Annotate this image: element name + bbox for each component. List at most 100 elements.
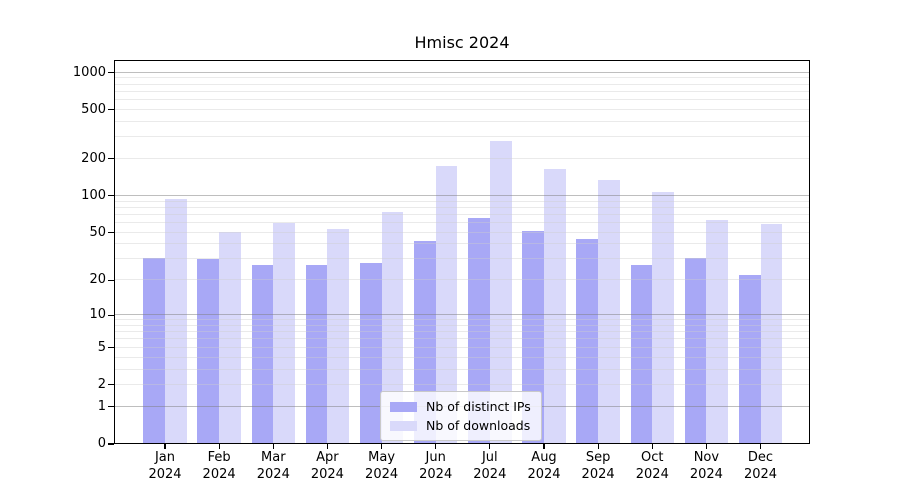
- bar-downloads-mar: [273, 223, 295, 444]
- gridline-minor: [114, 99, 810, 100]
- gridline-minor: [114, 338, 810, 340]
- x-axis-tick-mark: [597, 444, 599, 449]
- bars-layer: [114, 60, 810, 444]
- gridline-major: [114, 314, 810, 316]
- legend-label-distinct-ips: Nb of distinct IPs: [426, 399, 531, 414]
- x-axis-tick-label: Jan 2024: [133, 449, 197, 483]
- gridline-minor: [114, 368, 810, 370]
- plot-area: [114, 60, 810, 444]
- bar-distinct-ips-jan: [143, 257, 165, 444]
- x-axis-tick-mark: [759, 444, 762, 449]
- x-label-year: 2024: [689, 467, 723, 482]
- bar-downloads-feb: [219, 231, 241, 444]
- y-axis-tick-label: 500: [81, 101, 106, 117]
- bar-downloads-aug: [543, 168, 566, 444]
- gridlines-layer: [114, 60, 810, 444]
- gridline-minor: [114, 356, 810, 358]
- x-label-year: 2024: [581, 467, 615, 482]
- x-label-month: Nov: [693, 450, 720, 465]
- bar-distinct-ips-oct: [630, 264, 653, 444]
- y-axis-tick-label: 20: [89, 272, 106, 288]
- y-axis-tick-mark: [108, 314, 114, 316]
- gridline-minor: [114, 279, 810, 281]
- y-axis-tick-mark: [108, 232, 114, 234]
- x-label-year: 2024: [527, 467, 561, 482]
- bar-downloads-sep: [598, 180, 620, 444]
- bar-downloads-jul: [489, 140, 512, 444]
- gridline-minor: [114, 120, 810, 122]
- x-label-year: 2024: [256, 467, 290, 482]
- x-label-year: 2024: [473, 467, 507, 482]
- y-axis-tick-mark: [108, 195, 114, 197]
- x-label-month: Apr: [316, 450, 339, 465]
- y-axis-tick-label: 1: [97, 398, 106, 414]
- chart-title: Hmisc 2024: [414, 33, 510, 52]
- gridline-minor: [114, 383, 810, 385]
- x-label-month: May: [368, 450, 396, 465]
- y-axis-tick-label: 100: [81, 187, 106, 203]
- legend-item-distinct-ips: Nb of distinct IPs: [390, 397, 531, 416]
- bar-distinct-ips-may: [359, 263, 382, 444]
- x-label-year: 2024: [365, 467, 399, 482]
- y-axis-tick-mark: [108, 279, 114, 281]
- y-axis-tick-mark: [108, 158, 114, 160]
- gridline-minor: [114, 83, 810, 85]
- x-axis-tick-mark: [651, 444, 653, 449]
- bar-downloads-jan: [165, 199, 187, 444]
- legend-item-downloads: Nb of downloads: [390, 416, 531, 435]
- x-axis-tick-mark: [489, 444, 491, 449]
- gridline-minor: [114, 136, 810, 138]
- bar-downloads-jun: [435, 165, 458, 444]
- bar-downloads-oct: [652, 192, 674, 444]
- x-label-month: Aug: [531, 450, 557, 465]
- bar-downloads-may: [381, 211, 404, 444]
- legend-swatch-downloads: [390, 420, 417, 431]
- gridline-major: [114, 71, 810, 73]
- gridline-minor: [114, 157, 810, 159]
- gridline-minor: [114, 346, 810, 348]
- x-label-year: 2024: [310, 467, 344, 482]
- y-axis-tick-mark: [108, 72, 114, 74]
- y-axis-tick-label: 200: [81, 150, 106, 166]
- x-label-month: Feb: [207, 450, 231, 465]
- gridline-minor: [114, 206, 810, 208]
- x-axis-tick-mark: [381, 444, 383, 449]
- gridline-minor: [114, 222, 810, 223]
- y-axis-tick-mark: [108, 443, 114, 445]
- y-axis-tick-label: 50: [89, 224, 106, 240]
- bar-distinct-ips-sep: [576, 239, 599, 444]
- x-label-month: Oct: [641, 450, 664, 465]
- gridline-minor: [114, 258, 810, 260]
- y-axis-tick-label: 1000: [72, 64, 106, 80]
- x-axis-tick-label: Oct 2024: [620, 449, 684, 483]
- legend-label-downloads: Nb of downloads: [426, 418, 531, 433]
- y-axis-tick-mark: [108, 347, 114, 349]
- y-axis-tick-label: 5: [97, 339, 106, 355]
- x-label-month: Jul: [481, 450, 498, 465]
- x-label-year: 2024: [419, 467, 453, 482]
- gridline-minor: [114, 90, 810, 92]
- gridline-minor: [114, 231, 810, 233]
- bar-distinct-ips-aug: [522, 230, 544, 444]
- bar-distinct-ips-nov: [684, 257, 707, 444]
- bar-distinct-ips-apr: [305, 264, 328, 444]
- y-axis-tick-label: 2: [97, 376, 106, 392]
- x-axis-tick-mark: [272, 444, 274, 449]
- x-axis-tick-label: Dec 2024: [729, 449, 793, 483]
- x-label-month: Mar: [261, 450, 286, 465]
- x-label-month: Dec: [747, 450, 774, 465]
- x-label-year: 2024: [743, 467, 778, 482]
- gridline-minor: [114, 243, 810, 245]
- y-axis-tick-label: 0: [97, 436, 106, 451]
- x-axis-tick-label: Sep 2024: [566, 449, 630, 483]
- x-axis-tick-label: Apr 2024: [295, 449, 359, 483]
- x-axis-tick-mark: [705, 444, 707, 449]
- x-axis-tick-label: Jun 2024: [404, 449, 468, 483]
- x-axis-tick-label: May 2024: [350, 449, 414, 483]
- gridline-minor: [114, 77, 810, 79]
- y-axis-tick-mark: [108, 109, 114, 111]
- bar-downloads-apr: [327, 228, 350, 444]
- gridline-minor: [114, 324, 810, 326]
- x-label-month: Jan: [154, 450, 176, 465]
- y-axis-tick-label: 10: [89, 307, 106, 323]
